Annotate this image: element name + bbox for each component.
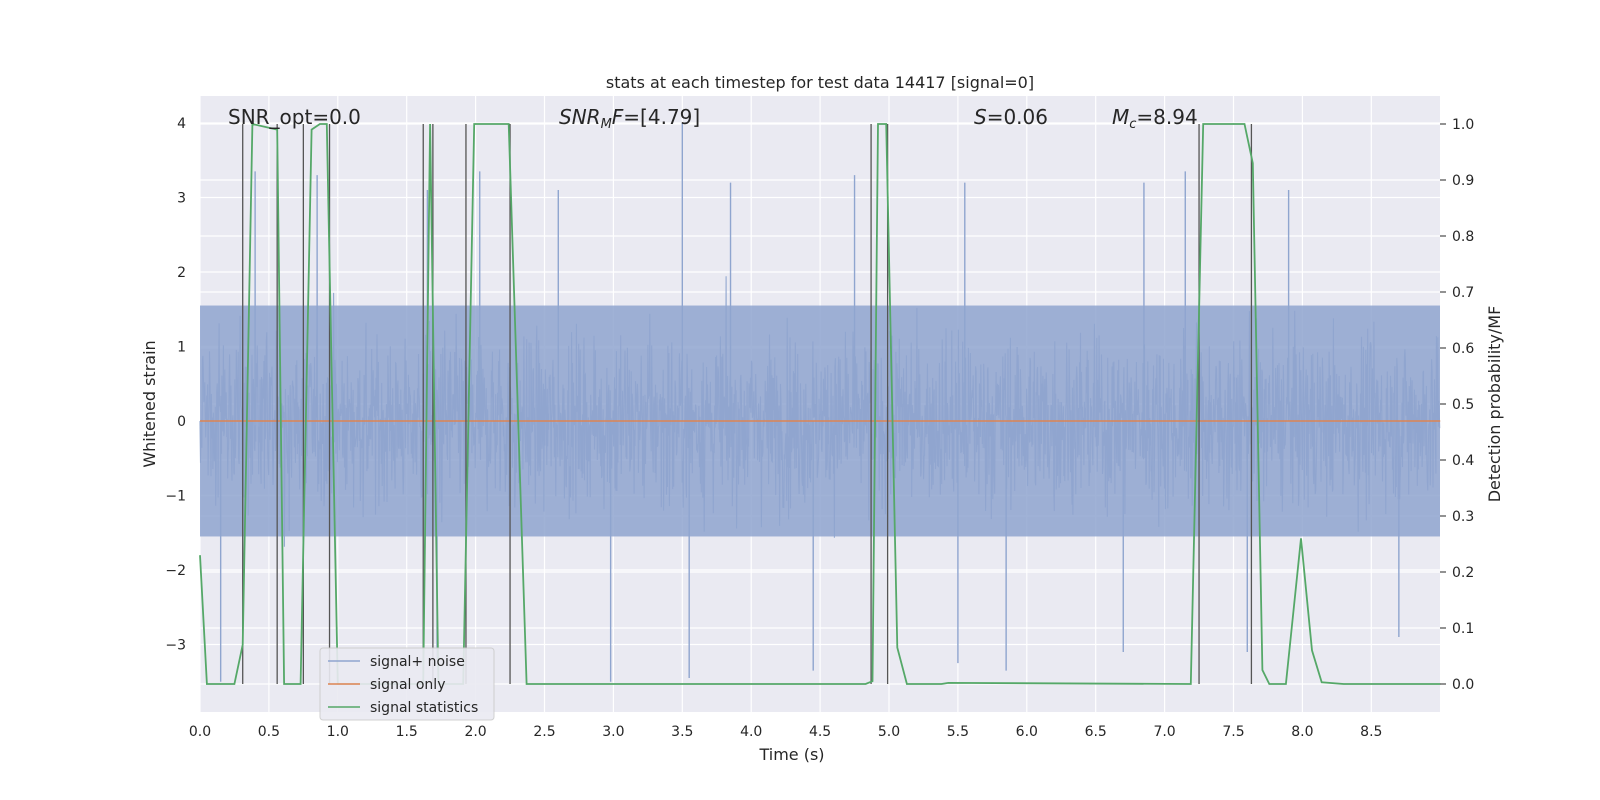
- y-right-tick-label: 0.8: [1452, 229, 1474, 245]
- y-right-tick-label: 0.4: [1452, 453, 1474, 469]
- y-right-tick-labels: 1.0 0.9 0.8 0.7 0.6 0.5 0.4 0.3 0.2 0.1 0.0: [1440, 117, 1474, 693]
- signal-statistics-series: [199, 122, 1441, 685]
- y-right-tick-label: 0.3: [1452, 509, 1474, 525]
- annotation-mc: Mc=8.94: [1112, 105, 1198, 132]
- annotation-snr-mf-value: =[4.79]: [623, 105, 700, 129]
- annotation-mc-value: =8.94: [1136, 105, 1197, 129]
- x-tick-label: 4.5: [809, 724, 831, 740]
- x-axis-label: Time (s): [758, 745, 824, 764]
- y-right-tick-label: 0.6: [1452, 341, 1474, 357]
- legend-box: [319, 647, 495, 721]
- legend-label-signal-statistics: signal statistics: [370, 700, 478, 716]
- y-right-tick-label: 1.0: [1452, 117, 1474, 133]
- y-tick-label: −3: [165, 638, 186, 654]
- y-tick-label: 1: [177, 340, 186, 356]
- x-tick-label: 3.5: [671, 724, 693, 740]
- y-right-tick-label: 0.0: [1452, 677, 1474, 693]
- y-tick-label: 2: [177, 265, 186, 281]
- annotation-snr-opt: SNR_opt=0.0: [228, 105, 361, 129]
- annotation-snr-mf: SNRMF=[4.79]: [559, 105, 700, 132]
- signal-statistics-line: [199, 122, 1441, 685]
- x-tick-label: 1.5: [396, 724, 418, 740]
- x-tick-label: 0.0: [189, 724, 211, 740]
- y-tick-label: 0: [177, 414, 186, 430]
- y-right-tick-label: 0.5: [1452, 397, 1474, 413]
- x-tick-label: 7.5: [1222, 724, 1244, 740]
- x-tick-label: 8.5: [1360, 724, 1382, 740]
- y-tick-label: 4: [177, 116, 186, 132]
- y-right-tick-label: 0.2: [1452, 565, 1474, 581]
- x-tick-label: 1.0: [327, 724, 349, 740]
- x-tick-label: 5.5: [947, 724, 969, 740]
- legend-label-signal-only: signal only: [370, 677, 445, 693]
- y-tick-labels: 4 3 2 1 0 −1 −2 −3: [165, 116, 186, 654]
- y-tick-label: 3: [177, 191, 186, 207]
- annotation-s-value: =0.06: [987, 105, 1048, 129]
- x-tick-label: 7.0: [1153, 724, 1175, 740]
- x-tick-label: 5.0: [878, 724, 900, 740]
- chart-title: stats at each timestep for test data 144…: [606, 73, 1034, 92]
- y-right-tick-label: 0.7: [1452, 285, 1474, 301]
- y-tick-label: −2: [165, 563, 186, 579]
- x-tick-label: 0.5: [258, 724, 280, 740]
- x-tick-label: 2.0: [464, 724, 486, 740]
- legend: signal+ noise signal only signal statist…: [319, 647, 495, 721]
- y-right-tick-label: 0.9: [1452, 173, 1474, 189]
- x-tick-label: 6.5: [1085, 724, 1107, 740]
- x-tick-label: 3.0: [602, 724, 624, 740]
- y-right-tick-label: 0.1: [1452, 621, 1474, 637]
- x-tick-label: 8.0: [1291, 724, 1313, 740]
- x-tick-labels: 0.0 0.5 1.0 1.5 2.0 2.5 3.0 3.5 4.0 4.5 5.0 5.5 6.0 6…: [189, 724, 1383, 740]
- x-tick-label: 6.0: [1016, 724, 1038, 740]
- legend-label-signal-noise: signal+ noise: [370, 654, 465, 670]
- y-right-axis-label: Detection probability/MF: [1485, 306, 1504, 503]
- y-tick-label: −1: [165, 489, 186, 505]
- y-axis-label: Whitened strain: [140, 340, 159, 467]
- x-tick-label: 4.0: [740, 724, 762, 740]
- annotation-s: S=0.06: [974, 105, 1048, 129]
- x-tick-label: 2.5: [533, 724, 555, 740]
